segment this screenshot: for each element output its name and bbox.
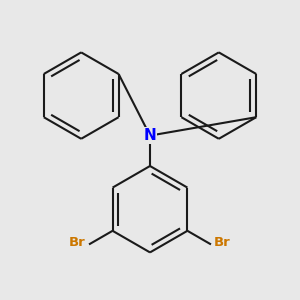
Text: Br: Br (69, 236, 86, 249)
Text: Br: Br (214, 236, 231, 249)
Text: N: N (144, 128, 156, 143)
